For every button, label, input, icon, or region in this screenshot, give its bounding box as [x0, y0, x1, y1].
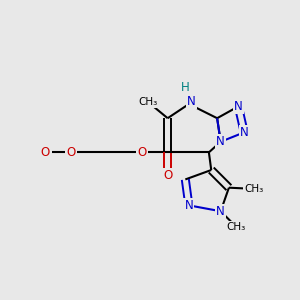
- Text: O: O: [42, 146, 51, 159]
- Text: O: O: [67, 146, 76, 159]
- Text: N: N: [240, 126, 249, 139]
- Text: O: O: [163, 169, 172, 182]
- Text: N: N: [216, 135, 225, 148]
- Text: CH₃: CH₃: [226, 222, 246, 232]
- Text: N: N: [184, 199, 193, 212]
- Text: N: N: [187, 95, 196, 108]
- Text: O: O: [40, 146, 50, 159]
- Text: H: H: [181, 81, 190, 94]
- Text: O: O: [137, 146, 146, 159]
- Text: CH₃: CH₃: [244, 184, 263, 194]
- Text: N: N: [216, 205, 225, 218]
- Text: CH₃: CH₃: [138, 97, 157, 107]
- Text: N: N: [234, 100, 243, 113]
